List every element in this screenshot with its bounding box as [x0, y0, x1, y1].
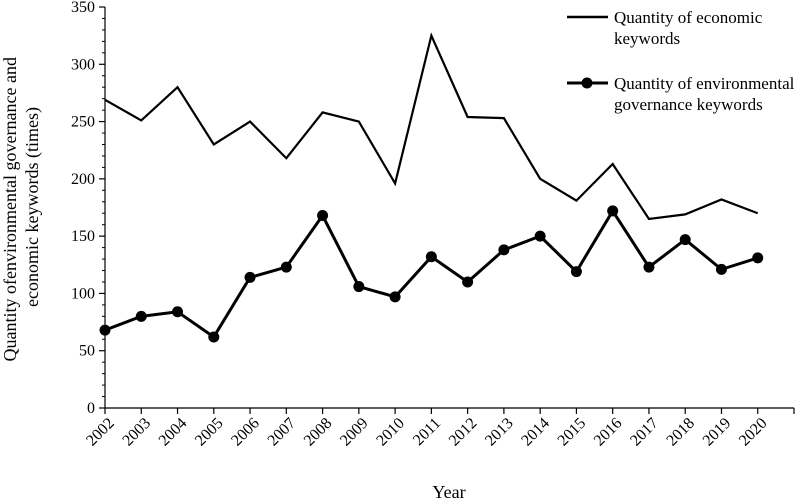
data-point: [534, 230, 546, 242]
legend-label-economic-line-2: keywords: [614, 29, 680, 48]
legend-label-economic-line-1: Quantity of economic: [614, 8, 763, 27]
data-point: [425, 251, 437, 263]
x-tick-label: 2012: [446, 415, 481, 450]
y-axis-title-line-2: economic keywords (times): [22, 107, 43, 307]
legend-label-environmental: Quantity of environmental governance key…: [614, 74, 799, 114]
y-tick-label: 250: [71, 114, 95, 131]
data-point: [99, 324, 111, 336]
x-tick-label: 2014: [518, 415, 553, 450]
y-tick-label: 350: [71, 0, 95, 16]
data-point: [752, 252, 764, 264]
data-point: [353, 281, 365, 293]
legend-marker-environmental: [581, 77, 593, 89]
x-tick-label: 2008: [301, 415, 336, 450]
data-point: [643, 261, 655, 273]
x-tick-label: 2011: [410, 415, 444, 449]
x-ticks: 2002 2003 2004 2005 2006 2007 2008 2009 2010 2011…: [83, 408, 795, 450]
data-point: [280, 261, 292, 273]
series-line-1: [104, 208, 759, 340]
legend-entry-environmental: Quantity of environmental governance key…: [567, 74, 799, 114]
data-point: [317, 210, 329, 222]
data-point: [570, 266, 582, 278]
legend-label-environmental-line-2: governance keywords: [614, 95, 763, 114]
legend-label-economic: Quantity of economic keywords: [614, 8, 767, 48]
y-tick-label: 50: [79, 343, 95, 360]
data-point: [498, 244, 510, 256]
series-layer: [99, 32, 764, 343]
y-tick-label: 200: [71, 171, 95, 188]
x-tick-label: 2007: [264, 415, 299, 450]
data-point: [607, 205, 619, 217]
x-tick-label: 2003: [119, 415, 154, 450]
data-point: [135, 310, 147, 322]
y-axis-title-line-1: Quantity ofenvironmental governance and: [0, 57, 20, 361]
y-tick-label: 100: [71, 285, 95, 302]
x-tick-label: 2013: [482, 415, 517, 450]
x-tick-label: 2015: [555, 415, 590, 450]
y-tick-label: 150: [71, 228, 95, 245]
data-point: [172, 306, 184, 318]
x-tick-label: 2002: [83, 415, 118, 450]
y-ticks: 0 50 100 150 200 250 300 350: [71, 0, 105, 417]
y-tick-label: 0: [87, 400, 95, 417]
x-tick-label: 2020: [736, 415, 771, 450]
x-tick-label: 2019: [700, 415, 735, 450]
x-tick-label: 2017: [627, 415, 662, 450]
series-line-0: [104, 32, 759, 221]
x-tick-label: 2016: [591, 415, 626, 450]
data-point: [244, 271, 256, 283]
data-point: [715, 263, 727, 275]
legend-entry-economic: Quantity of economic keywords: [567, 8, 767, 48]
y-tick-label: 300: [71, 56, 95, 73]
data-point: [208, 331, 220, 343]
x-tick-label: 2006: [228, 415, 263, 450]
x-axis-title: Year: [432, 482, 465, 502]
legend: Quantity of economic keywords Quantity o…: [567, 8, 799, 114]
data-point: [462, 276, 474, 288]
data-point: [389, 291, 401, 303]
x-tick-label: 2018: [663, 415, 698, 450]
x-tick-label: 2009: [337, 415, 372, 450]
x-tick-label: 2010: [373, 415, 408, 450]
y-axis-title: Quantity ofenvironmental governance and …: [0, 53, 43, 362]
x-tick-label: 2004: [156, 415, 191, 450]
x-tick-label: 2005: [192, 415, 227, 450]
axes: [104, 7, 794, 409]
legend-label-environmental-line-1: Quantity of environmental: [614, 74, 795, 93]
data-point: [679, 234, 691, 246]
